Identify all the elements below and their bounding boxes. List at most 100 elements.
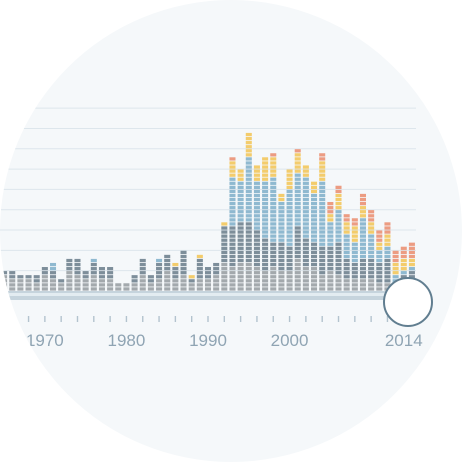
bar-segment bbox=[221, 267, 228, 271]
bar-segment bbox=[294, 210, 301, 214]
bar-segment bbox=[319, 267, 326, 271]
bar-segment bbox=[302, 262, 309, 267]
bar-segment bbox=[25, 279, 32, 283]
bar-segment bbox=[311, 254, 318, 259]
bar-segment bbox=[196, 271, 203, 275]
bar-segment bbox=[278, 214, 285, 218]
bar-segment bbox=[237, 258, 244, 263]
bar-segment bbox=[41, 275, 48, 279]
bar-segment bbox=[335, 246, 342, 250]
bar-segment bbox=[253, 287, 260, 291]
bar-segment bbox=[262, 262, 269, 267]
bar-segment bbox=[196, 287, 203, 291]
bar-segment bbox=[319, 210, 326, 214]
bar-segment bbox=[245, 226, 252, 230]
bar-stack bbox=[278, 193, 285, 291]
bar-segment bbox=[262, 238, 269, 242]
bar-segment bbox=[327, 267, 334, 271]
bar-segment bbox=[270, 238, 277, 242]
bar-segment bbox=[229, 246, 236, 250]
bar-segment bbox=[180, 258, 187, 263]
bar-segment bbox=[368, 230, 375, 234]
bar-segment bbox=[278, 202, 285, 206]
bar-segment bbox=[237, 271, 244, 275]
bar-segment bbox=[33, 279, 40, 283]
bar-segment bbox=[400, 262, 407, 267]
bar-segment bbox=[368, 275, 375, 279]
bar-segment bbox=[90, 262, 97, 267]
bar-segment bbox=[270, 275, 277, 279]
bar-segment bbox=[82, 283, 89, 287]
bar-segment bbox=[237, 197, 244, 202]
bar-segment bbox=[253, 262, 260, 267]
bar-segment bbox=[253, 214, 260, 218]
bar-segment bbox=[311, 189, 318, 194]
bar-segment bbox=[359, 287, 366, 291]
bar-segment bbox=[270, 197, 277, 202]
bar-segment bbox=[253, 218, 260, 222]
bar-segment bbox=[98, 283, 105, 287]
bar-segment bbox=[245, 206, 252, 210]
bar-segment bbox=[245, 258, 252, 263]
bar-segment bbox=[286, 185, 293, 189]
bar-segment bbox=[82, 275, 89, 279]
bar-segment bbox=[319, 234, 326, 238]
bar-segment bbox=[384, 230, 391, 234]
bar-segment bbox=[229, 210, 236, 214]
bar-segment bbox=[229, 250, 236, 255]
bar-segment bbox=[408, 262, 415, 267]
bar-segment bbox=[245, 173, 252, 177]
bar-segment bbox=[1, 279, 8, 283]
bar-segment bbox=[359, 206, 366, 210]
bar-stack bbox=[66, 258, 73, 291]
bar-segment bbox=[278, 206, 285, 210]
bar-segment bbox=[270, 262, 277, 267]
bar-segment bbox=[262, 230, 269, 234]
bar-segment bbox=[180, 271, 187, 275]
bar-segment bbox=[270, 185, 277, 189]
bar-segment bbox=[286, 242, 293, 246]
bar-segment bbox=[245, 202, 252, 206]
bar-segment bbox=[237, 218, 244, 222]
bar-segment bbox=[294, 157, 301, 161]
bar-segment bbox=[368, 254, 375, 259]
bar-segment bbox=[319, 254, 326, 259]
bar-segment bbox=[147, 275, 154, 279]
bar-segment bbox=[237, 185, 244, 189]
bar-segment bbox=[25, 283, 32, 287]
x-tick-label: 1970 bbox=[26, 331, 64, 350]
bar-segment bbox=[164, 283, 171, 287]
bar-segment bbox=[237, 234, 244, 238]
slider-handle[interactable] bbox=[383, 277, 433, 327]
bar-segment bbox=[294, 165, 301, 169]
bar-segment bbox=[262, 169, 269, 173]
bar-segment bbox=[335, 287, 342, 291]
bar-segment bbox=[278, 222, 285, 226]
bar-segment bbox=[302, 218, 309, 222]
bar-segment bbox=[262, 177, 269, 181]
bar-segment bbox=[286, 206, 293, 210]
bar-segment bbox=[245, 193, 252, 198]
bar-segment bbox=[204, 287, 212, 291]
bar-stack bbox=[196, 254, 203, 291]
bar-segment bbox=[319, 283, 326, 287]
bar-segment bbox=[311, 283, 318, 287]
bar-stack bbox=[115, 283, 122, 291]
bar-segment bbox=[245, 149, 252, 153]
bar-segment bbox=[335, 197, 342, 202]
bar-segment bbox=[286, 202, 293, 206]
bar-segment bbox=[253, 197, 260, 202]
bar-segment bbox=[319, 169, 326, 173]
bar-segment bbox=[204, 267, 212, 271]
bar-segment bbox=[294, 214, 301, 218]
bar-segment bbox=[107, 287, 114, 291]
bar-segment bbox=[262, 246, 269, 250]
timeline-slider[interactable] bbox=[0, 291, 420, 300]
bar-segment bbox=[41, 283, 48, 287]
bar-segment bbox=[351, 287, 358, 291]
bar-segment bbox=[237, 279, 244, 283]
bar-segment bbox=[253, 206, 260, 210]
bar-segment bbox=[253, 193, 260, 198]
bar-segment bbox=[237, 206, 244, 210]
bar-segment bbox=[123, 283, 130, 287]
